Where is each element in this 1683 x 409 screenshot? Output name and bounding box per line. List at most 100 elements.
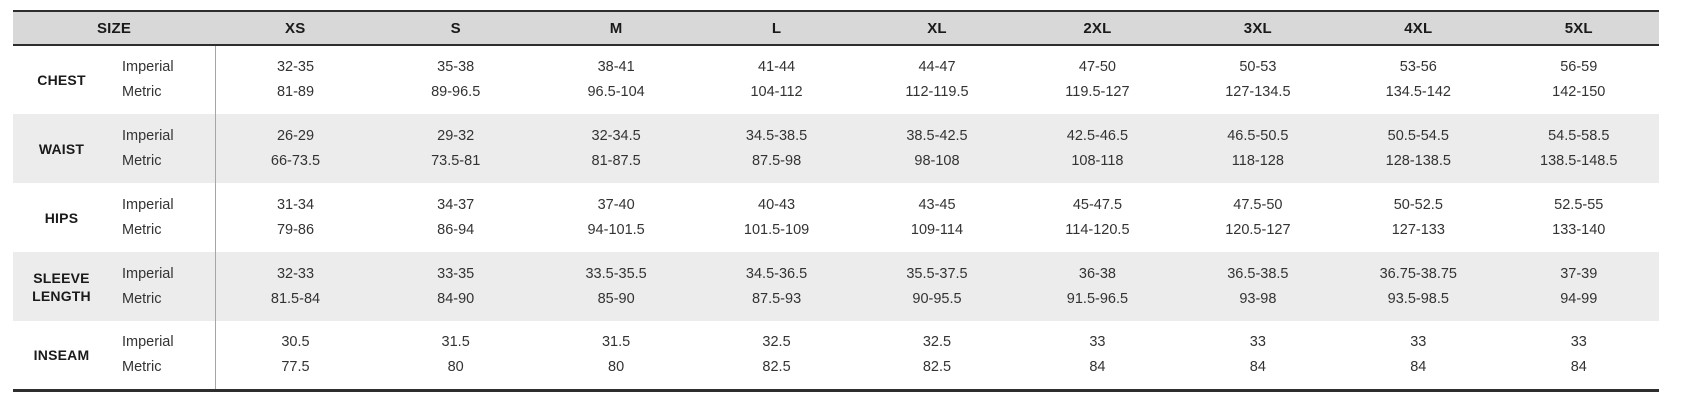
metric-value: 84 [1410, 358, 1427, 375]
imperial-value: 26-29 [276, 127, 315, 144]
imperial-value: 41-44 [758, 59, 796, 75]
metric-value: 133-140 [1552, 221, 1606, 238]
metric-value: 112-119.5 [905, 84, 969, 100]
measurement-value-cell: 50.5-54.5 128-138.5 [1338, 114, 1498, 183]
measurement-value-cell: 32.5 82.5 [696, 321, 856, 390]
measurement-row: SLEEVE LENGTH Imperial Metric 32-33 81.5-84 3… [13, 252, 1659, 321]
measurement-value-cell: 30.5 77.5 [215, 321, 375, 390]
metric-value: 81-87.5 [591, 152, 641, 169]
unit-labels-cell: Imperial Metric [110, 114, 216, 183]
metric-value: 93.5-98.5 [1387, 290, 1449, 307]
imperial-value: 33.5-35.5 [585, 265, 647, 282]
size-column-header: L [696, 11, 857, 46]
measurement-value-cell: 26-29 66-73.5 [215, 114, 375, 183]
metric-value: 134.5-142 [1385, 84, 1451, 100]
imperial-value: 29-32 [437, 127, 475, 144]
size-header-cell: SIZE [13, 11, 216, 46]
measurement-value-cell: 35.5-37.5 90-95.5 [857, 252, 1017, 321]
imperial-value: 33 [1570, 333, 1587, 350]
imperial-value: 54.5-58.5 [1548, 127, 1610, 144]
measurement-row: CHEST Imperial Metric 32-35 81-89 35-38 89-96.… [13, 45, 1659, 114]
measurement-value-cell: 50-53 127-134.5 [1178, 45, 1338, 114]
imperial-value: 32-35 [276, 59, 315, 75]
size-column-header: 4XL [1338, 11, 1499, 46]
imperial-value: 44-47 [918, 59, 956, 75]
measurement-value-cell: 38.5-42.5 98-108 [857, 114, 1017, 183]
size-column-header: S [375, 11, 536, 46]
unit-labels-cell: Imperial Metric [110, 252, 216, 321]
size-column-header: M [535, 11, 697, 46]
measurement-row-label: SLEEVE LENGTH [32, 269, 91, 304]
metric-value: 93-98 [1239, 290, 1277, 307]
metric-value: 82.5 [762, 358, 791, 375]
measurement-value-cell: 56-59 142-150 [1499, 45, 1659, 114]
table-header: SIZE XS S M L XL 2XL 3XL 4XL 5XL [13, 11, 1659, 46]
measurement-value-cell: 32-35 81-89 [215, 45, 375, 114]
metric-value: 87.5-93 [751, 290, 802, 307]
imperial-value: 47-50 [1078, 59, 1116, 75]
imperial-label: Imperial [122, 265, 174, 282]
imperial-value: 38-41 [597, 59, 635, 75]
measurement-row: HIPS Imperial Metric 31-34 79-86 34-37 86-94 37… [13, 183, 1659, 252]
metric-value: 90-95.5 [912, 290, 962, 307]
imperial-value: 31-34 [276, 196, 315, 213]
measurement-row: INSEAM Imperial Metric 30.5 77.5 31.5 80 31.5 80… [13, 321, 1659, 390]
metric-label: Metric [122, 358, 162, 375]
imperial-value: 45-47.5 [1072, 196, 1123, 213]
metric-value: 127-134.5 [1225, 84, 1291, 100]
imperial-value: 50-52.5 [1393, 196, 1443, 213]
measurement-value-cell: 53-56 134.5-142 [1338, 45, 1498, 114]
measurement-value-cell: 33.5-35.5 85-90 [536, 252, 696, 321]
measurement-value-cell: 31.5 80 [375, 321, 535, 390]
metric-value: 101.5-109 [743, 221, 810, 238]
measurement-value-cell: 31-34 79-86 [215, 183, 375, 252]
measurement-value-cell: 34.5-36.5 87.5-93 [696, 252, 856, 321]
measurement-value-cell: 43-45 109-114 [857, 183, 1017, 252]
measurement-value-cell: 50-52.5 127-133 [1338, 183, 1498, 252]
size-column-header: XL [856, 11, 1018, 46]
metric-value: 118-128 [1231, 152, 1284, 169]
metric-value: 104-112 [750, 84, 803, 100]
metric-value: 94-101.5 [587, 221, 645, 238]
measurement-value-cell: 36.75-38.75 93.5-98.5 [1338, 252, 1498, 321]
metric-value: 84 [1249, 358, 1266, 375]
metric-label: Metric [122, 84, 162, 100]
measurement-value-cell: 37-40 94-101.5 [536, 183, 696, 252]
metric-value: 81.5-84 [270, 290, 321, 307]
metric-value: 81-89 [276, 84, 315, 100]
metric-value: 91.5-96.5 [1066, 290, 1129, 307]
measurement-value-cell: 34.5-38.5 87.5-98 [696, 114, 856, 183]
imperial-value: 56-59 [1560, 59, 1598, 75]
measurement-row-label: CHEST [37, 72, 86, 88]
measurement-value-cell: 40-43 101.5-109 [696, 183, 856, 252]
metric-value: 89-96.5 [431, 84, 481, 100]
imperial-label: Imperial [122, 196, 174, 213]
metric-value: 84-90 [437, 290, 475, 307]
imperial-value: 47.5-50 [1233, 196, 1283, 213]
measurement-value-cell: 33 84 [1338, 321, 1498, 390]
measurement-value-cell: 33 84 [1178, 321, 1338, 390]
imperial-value: 32-34.5 [591, 127, 641, 144]
metric-value: 94-99 [1560, 290, 1598, 307]
measurement-value-cell: 32-33 81.5-84 [215, 252, 375, 321]
measurement-row-label: HIPS [44, 209, 79, 226]
metric-value: 98-108 [914, 152, 960, 169]
imperial-value: 42.5-46.5 [1066, 127, 1129, 144]
imperial-value: 35.5-37.5 [906, 265, 968, 282]
measurement-value-cell: 37-39 94-99 [1499, 252, 1659, 321]
metric-value: 80 [447, 358, 464, 375]
metric-value: 66-73.5 [270, 152, 321, 169]
measurement-value-cell: 45-47.5 114-120.5 [1017, 183, 1177, 252]
imperial-value: 34-37 [437, 196, 475, 213]
measurement-value-cell: 46.5-50.5 118-128 [1178, 114, 1338, 183]
imperial-value: 50-53 [1239, 59, 1277, 75]
metric-value: 86-94 [437, 221, 475, 238]
imperial-value: 40-43 [758, 196, 796, 213]
imperial-value: 53-56 [1399, 59, 1437, 75]
imperial-value: 37-39 [1560, 265, 1598, 282]
measurement-value-cell: 41-44 104-112 [696, 45, 856, 114]
imperial-value: 34.5-36.5 [745, 265, 808, 282]
imperial-value: 30.5 [281, 333, 310, 350]
imperial-value: 43-45 [918, 196, 956, 213]
metric-value: 87.5-98 [751, 152, 802, 169]
